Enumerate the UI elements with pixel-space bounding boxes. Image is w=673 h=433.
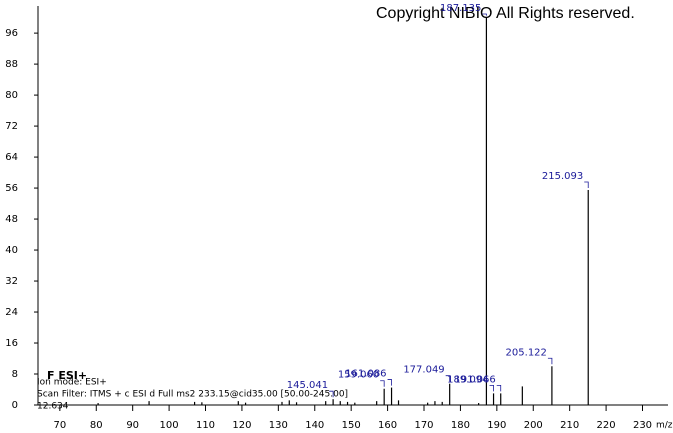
x-axis-label: m/z [656, 421, 673, 431]
x-tick-label: 80 [90, 420, 103, 431]
y-tick-label: 8 [12, 369, 18, 380]
peak-label: 191.066 [454, 374, 495, 385]
y-tick-label: 24 [5, 307, 18, 318]
y-tick-label: 0 [12, 400, 18, 411]
y-tick-label: 88 [5, 59, 18, 70]
peak-label: 187.135 [440, 3, 481, 14]
label-connector [380, 380, 385, 387]
scan-filter: Scan Filter: ITMS + c ESI d Full ms2 233… [37, 390, 348, 400]
x-tick-label: 150 [342, 420, 361, 431]
x-tick-label: 230 [633, 420, 652, 431]
y-tick-label: 32 [5, 276, 18, 287]
header: F ESI+ [47, 369, 87, 382]
x-tick-label: 120 [232, 420, 251, 431]
x-tick-label: 180 [451, 420, 470, 431]
peak-label: 145.041 [287, 380, 328, 391]
ion-mode: Ion mode: ESI+ [37, 378, 107, 388]
x-tick-label: 200 [524, 420, 543, 431]
peak-label: 177.049 [403, 365, 444, 376]
x-tick-label: 70 [53, 420, 66, 431]
x-tick-label: 210 [560, 420, 579, 431]
y-tick-label: 16 [5, 338, 18, 349]
y-tick-label: 56 [5, 183, 18, 194]
x-tick-label: 190 [487, 420, 506, 431]
peak-label: 189.094 [447, 374, 488, 385]
y-tick-label: 64 [5, 152, 18, 163]
x-tick-label: 100 [160, 420, 179, 431]
label-connector [584, 181, 589, 189]
y-tick-label: 40 [5, 245, 18, 256]
x-tick-label: 220 [597, 420, 616, 431]
x-tick-label: 130 [269, 420, 288, 431]
label-connector [496, 384, 502, 392]
peak-label: 161.086 [345, 369, 386, 380]
x-tick-label: 140 [305, 420, 324, 431]
y-tick-label: 48 [5, 214, 18, 225]
x-tick-label: 170 [414, 420, 433, 431]
peak-label: 215.093 [542, 171, 583, 182]
copyright: Copyright NIBIO All Rights reserved. [376, 5, 635, 22]
y-tick-label: 80 [5, 90, 18, 101]
peak-label: 205.122 [506, 347, 547, 358]
label-connector [482, 13, 487, 16]
x-tick-label: 110 [196, 420, 215, 431]
label-connector [329, 390, 334, 398]
peak-label: 159.060 [338, 370, 379, 381]
x-tick-label: 160 [378, 420, 397, 431]
y-tick-label: 72 [5, 121, 18, 132]
label-connector [387, 379, 392, 386]
x-tick-label: 90 [126, 420, 139, 431]
label-connector [445, 375, 451, 382]
retention-time: 12.634 [37, 402, 69, 412]
y-tick-label: 96 [5, 28, 18, 39]
label-connector [547, 357, 553, 365]
label-connector [489, 384, 494, 392]
